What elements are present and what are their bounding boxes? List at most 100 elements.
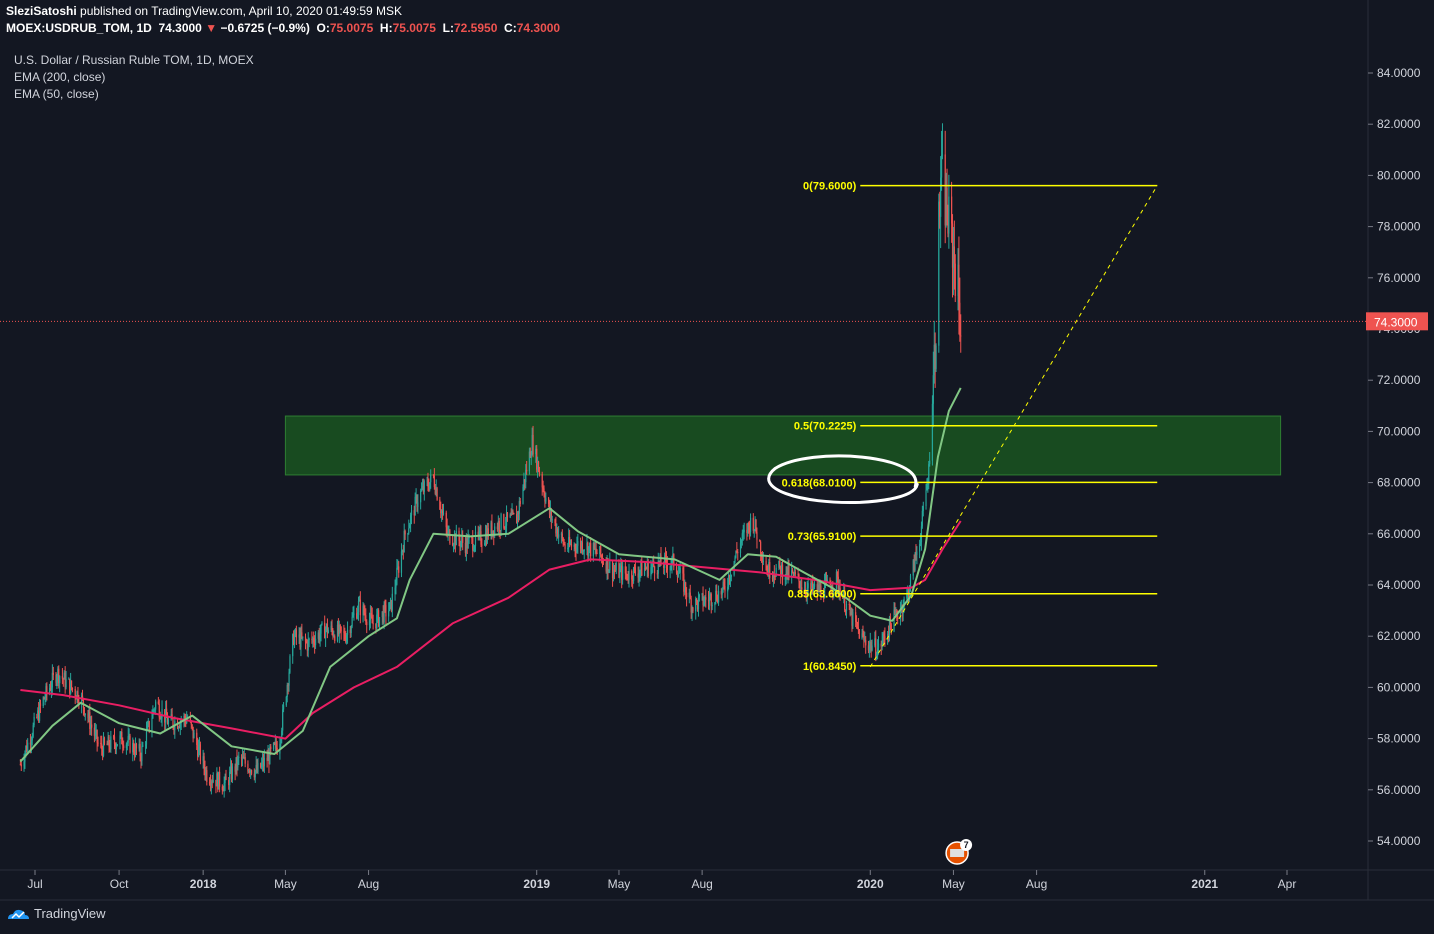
candle-body [766, 570, 768, 572]
candle-body [211, 781, 213, 783]
candle-body [897, 615, 899, 619]
tradingview-cloud-icon [8, 909, 29, 919]
ema200-line[interactable] [20, 520, 962, 740]
candle-body [811, 581, 813, 590]
candle-body [670, 564, 672, 567]
candle-body [368, 620, 371, 626]
candle-body [755, 519, 757, 533]
candle-body [313, 638, 315, 643]
symbol-label[interactable]: MOEX:USDRUB_TOM, 1D [6, 21, 152, 35]
candle-body [867, 645, 870, 651]
chart-title[interactable]: U.S. Dollar / Russian Ruble TOM, 1D, MOE… [14, 53, 254, 67]
candle-body [728, 575, 730, 587]
candle-body [537, 461, 539, 470]
candle-body [633, 567, 636, 569]
candle-body [178, 727, 180, 729]
tradingview-brand[interactable]: TradingView [6, 906, 106, 921]
candle-body [116, 744, 118, 747]
candle-body [958, 264, 960, 303]
candle-body [697, 597, 700, 610]
candle-body [819, 585, 821, 592]
candle-body [274, 742, 276, 745]
candle-body [236, 757, 238, 768]
candle-body [243, 757, 245, 759]
candle-body [594, 548, 596, 550]
candle-body [746, 529, 748, 533]
support-zone[interactable] [284, 415, 1282, 476]
candle-body [262, 759, 265, 767]
candle-body [887, 633, 890, 637]
candle-body [778, 560, 780, 568]
candle-body [513, 513, 515, 515]
candle-body [68, 678, 70, 680]
candle-body [27, 742, 29, 752]
candle-body [362, 605, 364, 616]
open-label: O: [316, 21, 330, 35]
candle-body [446, 527, 448, 535]
candle-body [351, 616, 353, 627]
candle-body [723, 581, 725, 587]
candle-body [420, 490, 422, 503]
candle-body [761, 557, 764, 563]
candle-body [38, 710, 40, 721]
candle-body [288, 672, 290, 686]
candle-body [155, 701, 157, 710]
candle-body [404, 530, 406, 535]
candle-body [257, 763, 259, 772]
candle-body [816, 584, 818, 593]
candle-body [304, 636, 307, 642]
candle-body [132, 742, 134, 753]
candle-body [519, 501, 521, 504]
fib-level-label: 0(79.6000) [803, 181, 857, 193]
candle-body [765, 560, 767, 571]
candle-body [673, 554, 675, 567]
candle-body [109, 746, 111, 750]
candle-body [102, 749, 104, 756]
ema200-legend[interactable]: EMA (200, close) [14, 70, 106, 84]
candle-body [198, 744, 201, 747]
candle-body [65, 678, 67, 688]
candle-body [609, 561, 611, 571]
candle-body [363, 605, 365, 614]
candle-body [466, 538, 468, 549]
candle-body [77, 691, 79, 702]
candle-body [127, 736, 129, 743]
candle-body [397, 566, 399, 568]
candle-body [145, 730, 148, 745]
candle-body [869, 641, 871, 646]
candle-body [717, 591, 720, 603]
candle-body [690, 598, 692, 613]
high-label: H: [379, 21, 393, 35]
trend-line[interactable] [869, 185, 1158, 668]
candle-body [654, 566, 656, 574]
candle-body [806, 588, 808, 596]
candle-body [550, 509, 552, 520]
author-name[interactable]: SleziSatoshi [6, 4, 77, 18]
candle-body [902, 607, 904, 614]
candle-body [209, 783, 212, 786]
candle-body [919, 543, 921, 552]
candle-body [714, 602, 716, 606]
candle-body [933, 344, 935, 376]
candle-body [671, 557, 673, 565]
candle-body [138, 743, 140, 749]
candle-body [640, 561, 642, 571]
candle-body [121, 732, 123, 745]
candle-body [579, 541, 582, 549]
candle-body [327, 629, 329, 634]
candle-body [710, 594, 712, 606]
candle-body [464, 542, 467, 553]
ema50-line[interactable] [19, 387, 962, 763]
annotation-ellipse[interactable] [767, 454, 919, 504]
candle-body [312, 638, 314, 640]
candle-body [929, 460, 931, 465]
candle-body [345, 638, 347, 642]
candle-body [951, 223, 954, 268]
ema50-legend[interactable]: EMA (50, close) [14, 87, 99, 101]
candle-body [449, 529, 451, 544]
candle-body [234, 766, 236, 772]
candle-body [439, 499, 441, 510]
candle-body [190, 721, 192, 725]
candle-body [263, 757, 265, 767]
